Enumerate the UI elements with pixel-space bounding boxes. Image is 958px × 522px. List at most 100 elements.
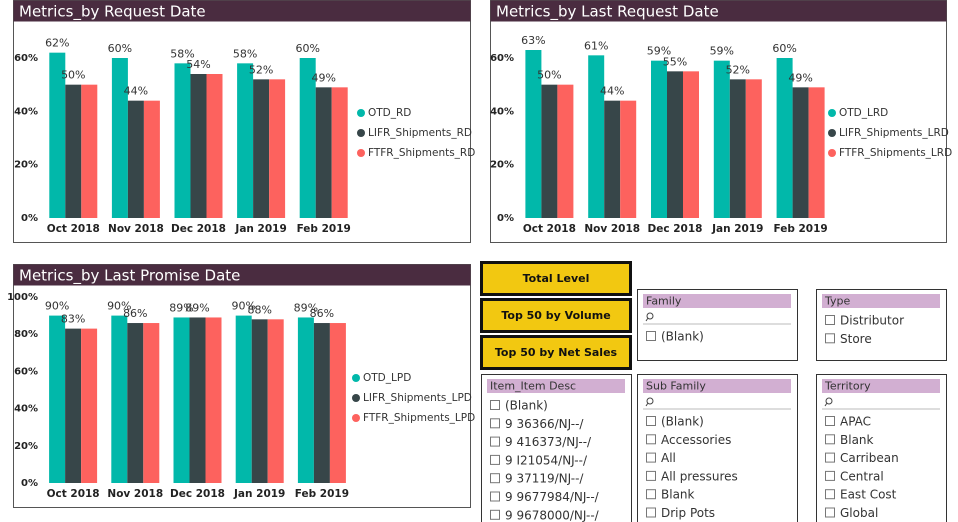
checkbox[interactable] [825, 333, 835, 344]
slicer-item[interactable]: Central [840, 469, 884, 483]
legend-marker [357, 109, 365, 117]
checkbox[interactable] [825, 452, 835, 463]
bar [205, 317, 222, 483]
bar [620, 100, 637, 218]
slicer-item[interactable]: 9 9677984/NJ--/ [505, 490, 600, 504]
bar [81, 84, 98, 219]
x-tick-label: Jan 2019 [711, 223, 763, 235]
legend-marker [352, 374, 360, 382]
bar [206, 74, 223, 218]
slicer-item[interactable]: Distributor [840, 314, 904, 328]
bar [173, 317, 190, 483]
checkbox[interactable] [646, 452, 656, 463]
bar [315, 87, 332, 218]
checkbox[interactable] [825, 489, 835, 500]
checkbox[interactable] [825, 416, 835, 426]
value-label: 55% [663, 55, 687, 68]
y-tick-label: 40% [490, 106, 514, 117]
slicer-item[interactable]: 9 416373/NJ--/ [505, 435, 592, 449]
value-label: 88% [247, 303, 271, 316]
button[interactable]: Total Level [480, 261, 632, 296]
checkbox[interactable] [646, 331, 656, 341]
legend-label: OTD_RD [368, 107, 411, 119]
value-label: 89% [185, 301, 209, 314]
slicer-item[interactable]: East Cost [840, 488, 897, 502]
x-tick-label: Oct 2018 [523, 223, 576, 235]
chart-title: Metrics_by Request Date [19, 3, 206, 22]
checkbox[interactable] [490, 436, 500, 447]
slicer-item[interactable]: Blank [661, 488, 695, 502]
x-tick-label: Dec 2018 [648, 223, 703, 235]
legend-label: LIFR_Shipments_LRD [839, 127, 949, 139]
checkbox[interactable] [646, 489, 656, 500]
slicer-item[interactable]: Global [840, 506, 878, 520]
y-tick-label: 20% [14, 160, 38, 171]
button-label[interactable]: Top 50 by Volume [501, 309, 610, 322]
value-label: 90% [231, 300, 255, 313]
bar [189, 317, 206, 483]
button-box[interactable] [480, 335, 632, 370]
bar [190, 74, 207, 218]
button-box[interactable] [480, 261, 632, 296]
checkbox[interactable] [825, 507, 835, 518]
bar [331, 87, 348, 218]
slicer-header [487, 379, 625, 393]
checkbox[interactable] [825, 434, 835, 445]
value-label: 63% [521, 34, 545, 47]
slicer-item[interactable]: 9 37119/NJ--/ [505, 472, 584, 486]
checkbox[interactable] [490, 509, 500, 520]
bar [49, 52, 66, 218]
slicer-item[interactable]: (Blank) [661, 330, 704, 344]
checkbox[interactable] [825, 315, 835, 325]
search-icon [645, 317, 649, 322]
value-label: 86% [310, 307, 334, 320]
slicer-item[interactable]: Store [840, 332, 872, 346]
bar [329, 323, 346, 483]
search-icon [646, 397, 654, 405]
slicer-item[interactable]: All [661, 451, 676, 465]
slicer-item[interactable]: (Blank) [505, 399, 548, 413]
checkbox[interactable] [825, 470, 835, 481]
legend-marker [352, 414, 360, 422]
value-label: 52% [726, 63, 750, 76]
checkbox[interactable] [490, 454, 500, 465]
slicer-item[interactable]: Blank [840, 433, 874, 447]
value-label: 58% [170, 47, 194, 60]
y-tick-label: 0% [497, 213, 514, 224]
slicer-item[interactable]: APAC [840, 415, 871, 429]
slicer-title: Sub Family [646, 380, 706, 393]
checkbox[interactable] [646, 470, 656, 481]
x-tick-label: Jan 2019 [233, 488, 285, 500]
checkbox[interactable] [646, 507, 656, 518]
button[interactable]: Top 50 by Net Sales [480, 335, 632, 370]
button-box[interactable] [480, 298, 632, 333]
legend-label: OTD_LRD [839, 107, 888, 119]
bar [174, 63, 191, 219]
legend-label: FTFR_Shipments_RD [368, 147, 475, 159]
checkbox[interactable] [646, 416, 656, 426]
bar [127, 100, 144, 218]
value-label: 54% [186, 58, 210, 71]
checkbox[interactable] [490, 491, 500, 502]
checkbox[interactable] [490, 473, 500, 484]
slicer-item[interactable]: Drip Pots [661, 506, 715, 520]
checkbox[interactable] [490, 400, 500, 410]
x-tick-label: Dec 2018 [170, 488, 225, 500]
slicer-item[interactable]: All pressures [661, 469, 738, 483]
slicer-header [643, 294, 791, 308]
slicer-item[interactable]: (Blank) [661, 415, 704, 429]
button[interactable]: Top 50 by Volume [480, 298, 632, 333]
button-label[interactable]: Top 50 by Net Sales [495, 346, 618, 359]
y-tick-label: 60% [14, 366, 38, 377]
slicer-item[interactable]: 9 9678000/NJ--/ [505, 508, 600, 522]
slicer-item[interactable]: 9 36366/NJ--/ [505, 417, 584, 431]
button-label[interactable]: Total Level [523, 272, 590, 285]
search-icon [646, 312, 654, 320]
checkbox[interactable] [646, 434, 656, 445]
checkbox[interactable] [490, 418, 500, 429]
x-tick-label: Nov 2018 [584, 223, 640, 235]
legend-label: FTFR_Shipments_LRD [839, 147, 952, 159]
slicer-item[interactable]: Accessories [661, 433, 731, 447]
slicer-item[interactable]: Carribean [840, 451, 899, 465]
slicer-item[interactable]: 9 I21054/NJ--/ [505, 453, 588, 467]
